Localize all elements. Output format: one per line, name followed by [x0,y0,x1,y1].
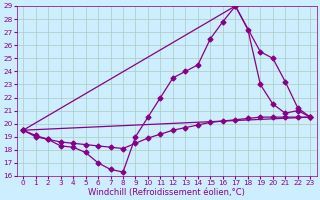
X-axis label: Windchill (Refroidissement éolien,°C): Windchill (Refroidissement éolien,°C) [88,188,245,197]
